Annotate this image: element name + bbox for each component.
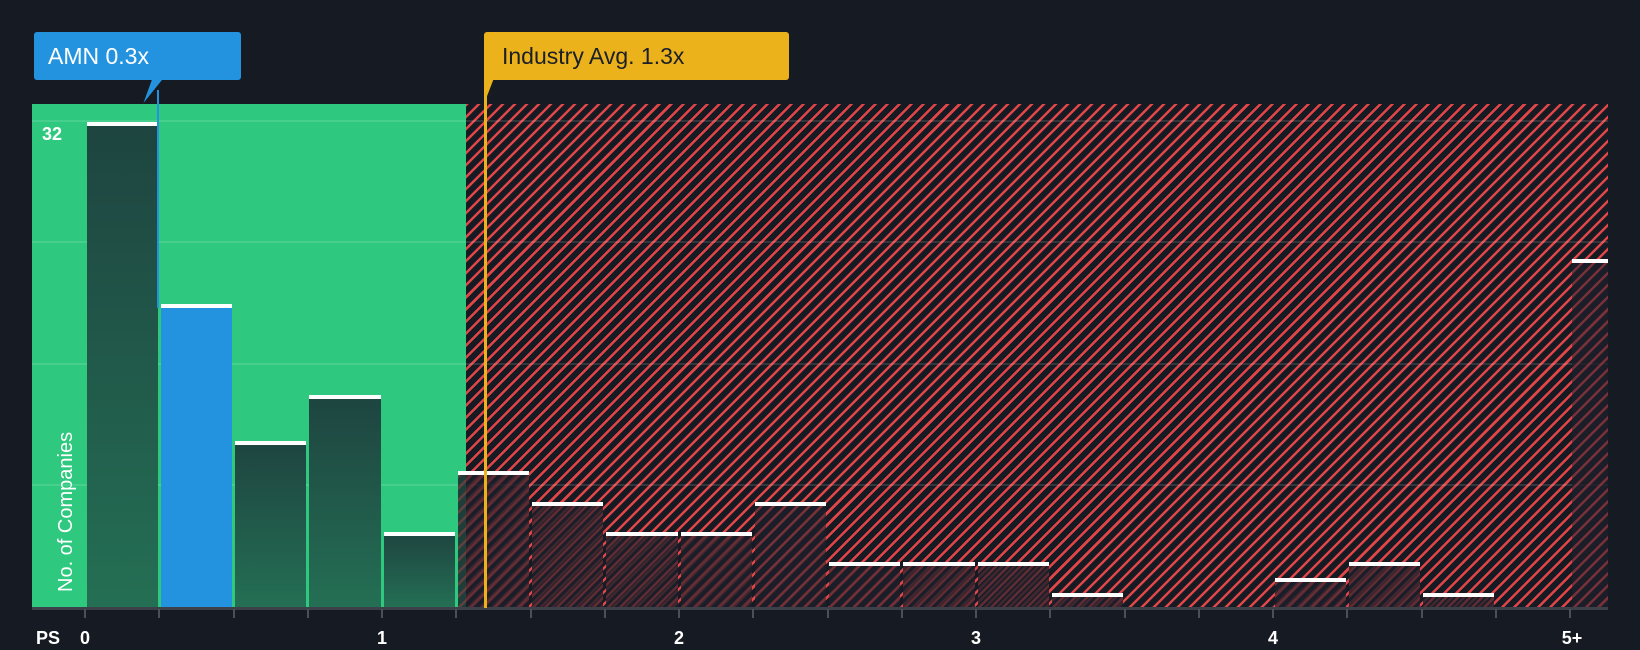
x-tick — [1494, 609, 1497, 618]
histogram-bar — [383, 532, 455, 608]
x-tick-label: 4 — [1267, 628, 1279, 648]
y-axis-title: No. of Companies — [55, 431, 77, 592]
x-axis-line — [32, 607, 1608, 610]
histogram-bar — [606, 532, 678, 608]
histogram-bar — [754, 501, 826, 608]
company-bin-bar — [160, 304, 232, 608]
x-tick-label: 3 — [970, 628, 982, 648]
histogram-bar — [532, 501, 604, 608]
histogram-bar — [1274, 577, 1346, 608]
x-tick-label: 2 — [673, 628, 685, 648]
company-callout: AMN 0.3x — [34, 32, 241, 80]
bar-top-cap — [680, 532, 752, 537]
gridline — [32, 241, 1608, 244]
x-tick-label: 5+ — [1561, 628, 1583, 648]
bar-top-cap — [457, 471, 529, 476]
histogram-bar — [977, 562, 1049, 608]
histogram-bar — [903, 562, 975, 608]
histogram-bar — [457, 471, 529, 608]
gridline — [32, 484, 1608, 487]
bar-top-cap — [977, 562, 1049, 567]
x-tick — [603, 609, 606, 618]
histogram-bar — [680, 532, 752, 608]
histogram-bar — [309, 395, 381, 608]
histogram-bar — [829, 562, 901, 608]
x-tick — [900, 609, 903, 618]
x-axis-title: PS — [36, 628, 61, 648]
industry-callout-label: Industry Avg. 1.3x — [502, 43, 685, 69]
bar-top-cap — [1423, 592, 1495, 597]
x-tick — [975, 609, 977, 618]
y-axis-max-label: 32 — [42, 124, 63, 144]
x-tick — [1569, 609, 1571, 618]
x-tick — [381, 609, 383, 618]
x-tick — [306, 609, 309, 618]
x-tick — [752, 609, 755, 618]
bar-top-cap — [1051, 592, 1123, 597]
x-tick-label: 0 — [79, 628, 91, 648]
bar-top-cap — [160, 304, 232, 309]
company-marker-line — [157, 90, 159, 308]
x-tick — [529, 609, 532, 618]
industry-callout-pointer — [484, 78, 494, 104]
bar-top-cap — [86, 121, 158, 126]
bar-top-cap — [903, 562, 975, 567]
histogram-bar — [1348, 562, 1420, 608]
bar-top-cap — [532, 501, 604, 506]
x-tick — [1420, 609, 1423, 618]
x-tick — [1272, 609, 1274, 618]
x-tick — [1049, 609, 1052, 618]
x-tick — [1197, 609, 1200, 618]
x-tick — [158, 609, 161, 618]
company-callout-pointer — [143, 78, 164, 103]
plot-area — [32, 104, 1608, 608]
bar-top-cap — [309, 395, 381, 400]
x-tick — [232, 609, 235, 618]
histogram-bar — [1051, 592, 1123, 608]
company-callout-label: AMN 0.3x — [48, 43, 149, 69]
bar-top-cap — [1571, 258, 1608, 263]
gridline — [32, 362, 1608, 365]
x-tick — [455, 609, 458, 618]
bar-top-cap — [754, 501, 826, 506]
x-tick — [678, 609, 680, 618]
bar-top-cap — [1348, 562, 1420, 567]
bar-top-cap — [829, 562, 901, 567]
histogram-bar — [235, 440, 307, 608]
histogram-bar — [1571, 258, 1608, 608]
histogram-bar — [86, 121, 158, 608]
industry-average-callout: Industry Avg. 1.3x — [484, 32, 789, 80]
gridline — [32, 119, 1608, 122]
x-tick — [826, 609, 829, 618]
above-industry-average-zone — [466, 104, 1608, 608]
x-tick — [1346, 609, 1349, 618]
histogram-bar — [1423, 592, 1495, 608]
bar-top-cap — [235, 440, 307, 445]
bar-top-cap — [1274, 577, 1346, 582]
x-tick — [84, 609, 86, 618]
x-tick-label: 1 — [376, 628, 388, 648]
x-tick — [1123, 609, 1126, 618]
bar-top-cap — [606, 532, 678, 537]
bar-top-cap — [383, 532, 455, 537]
industry-average-marker-line — [484, 70, 487, 608]
